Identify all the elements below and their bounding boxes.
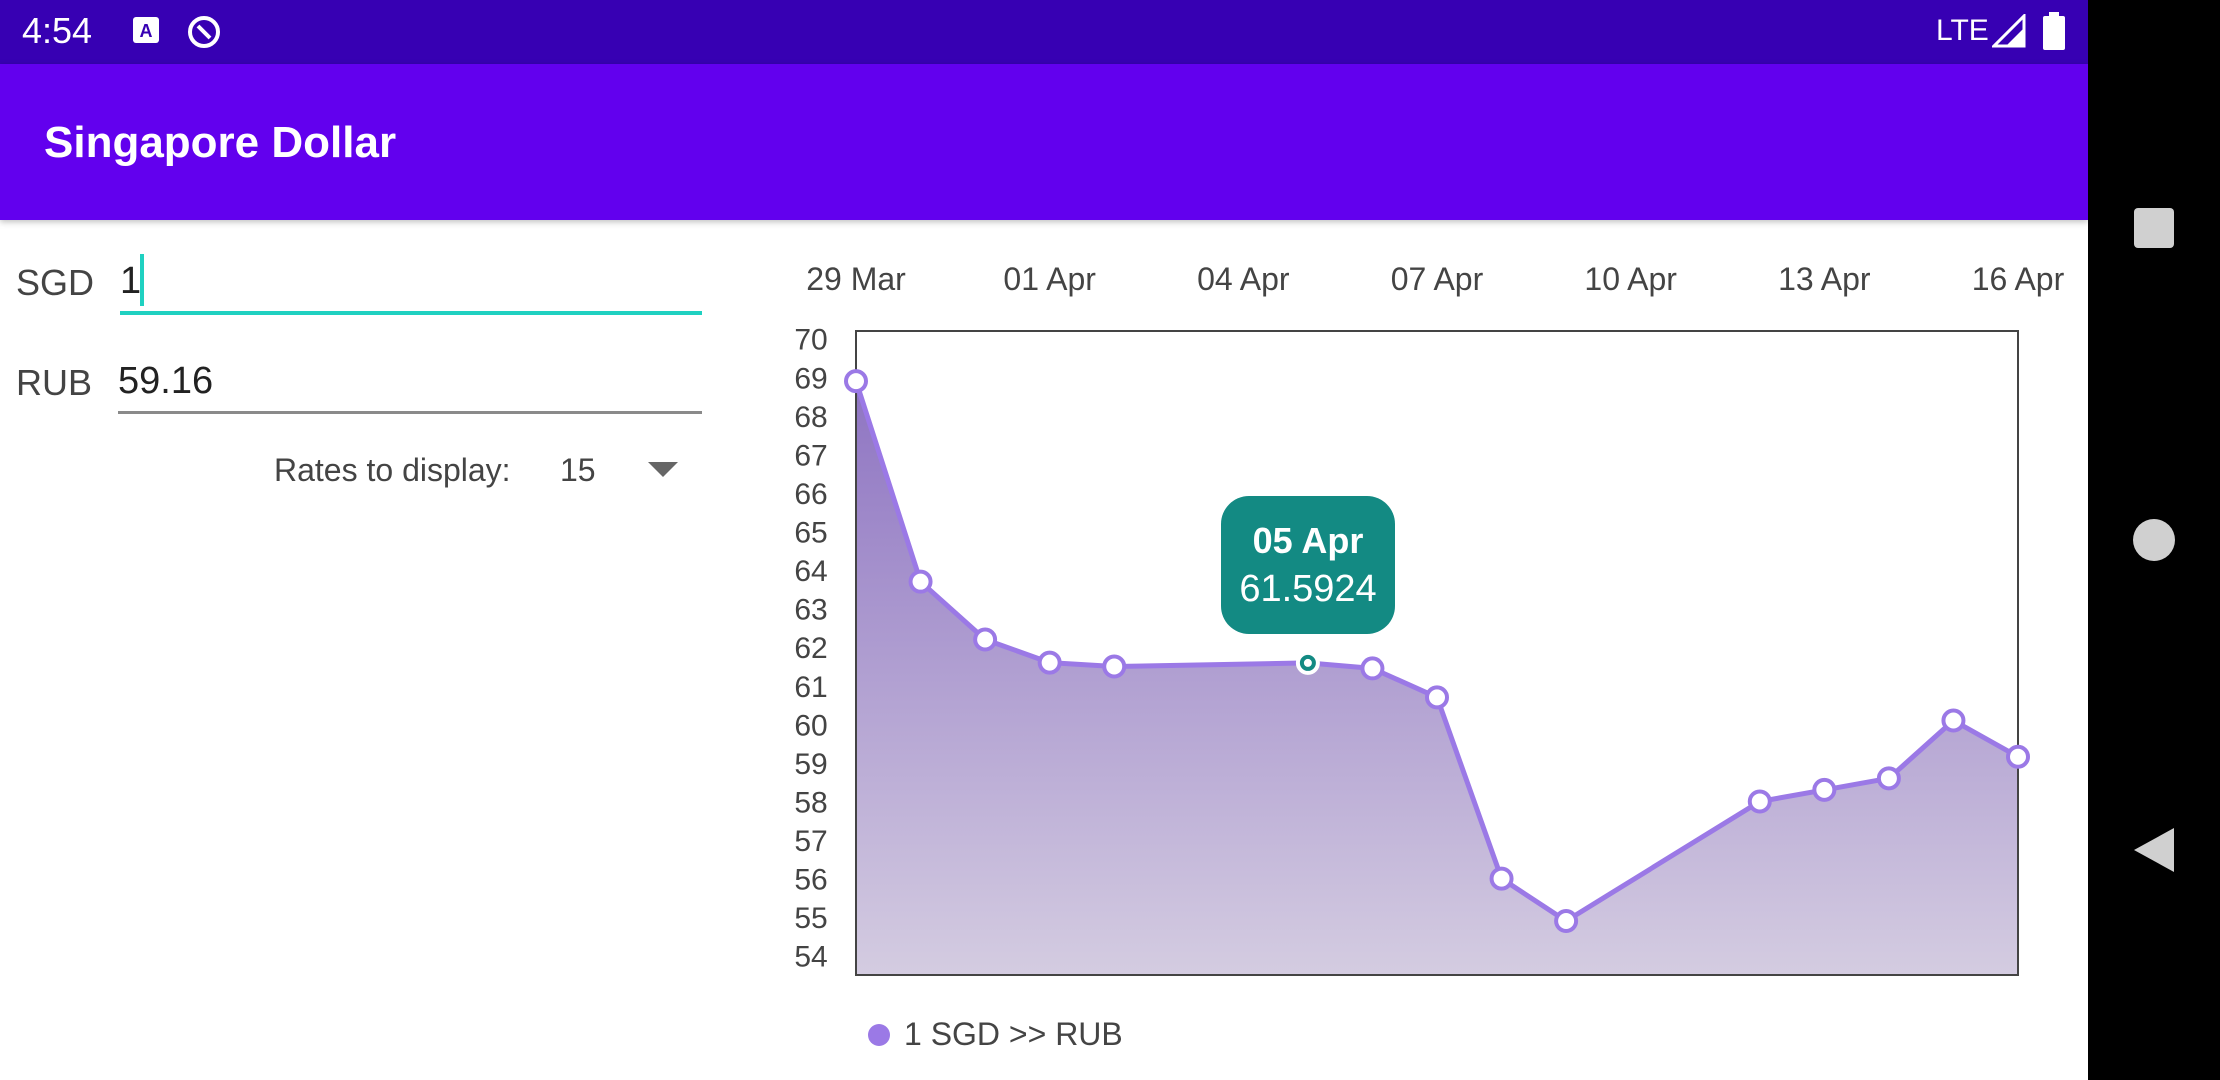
signal-icon (1990, 12, 2026, 53)
sync-icon (186, 14, 222, 55)
y-tick-label: 58 (794, 786, 827, 819)
x-tick-label: 01 Apr (1003, 261, 1096, 297)
data-point[interactable] (1489, 866, 1514, 891)
y-tick-label: 66 (794, 478, 827, 511)
x-tick-label: 04 Apr (1197, 261, 1290, 297)
y-tick-label: 57 (794, 825, 827, 858)
chart-tooltip: 05 Apr 61.5924 (1221, 496, 1395, 634)
navigation-bar (2088, 0, 2220, 1080)
chart-plot-frame (855, 330, 2019, 976)
y-tick-label: 61 (794, 671, 827, 704)
y-tick-label: 64 (794, 555, 827, 588)
legend-dot (868, 1023, 890, 1046)
y-tick-label: 60 (794, 709, 827, 742)
to-currency-label: RUB (16, 362, 93, 403)
triangle-back-icon (2134, 828, 2174, 872)
back-button[interactable] (2088, 810, 2220, 890)
y-tick-label: 56 (794, 864, 827, 897)
data-point[interactable] (973, 627, 998, 652)
x-tick-label: 13 Apr (1778, 261, 1871, 297)
data-point[interactable] (1360, 656, 1385, 681)
status-bar: 4:54 A LTE (0, 0, 2088, 64)
app-title: Singapore Dollar (44, 118, 397, 167)
data-point[interactable] (908, 569, 933, 594)
data-point[interactable] (1876, 766, 1901, 791)
x-tick-label: 16 Apr (1972, 261, 2065, 297)
y-tick-label: 54 (794, 941, 827, 974)
legend-label: 1 SGD >> RUB (904, 1016, 1123, 1052)
tooltip-date: 05 Apr (1252, 520, 1364, 561)
recents-button[interactable] (2088, 188, 2220, 268)
y-tick-label: 59 (794, 748, 827, 781)
data-point[interactable] (2006, 744, 2030, 769)
y-tick-label: 70 (794, 324, 827, 357)
data-point[interactable] (1812, 777, 1837, 802)
tooltip-value: 61.5924 (1239, 568, 1377, 610)
exchange-rate-chart: 29 Mar 01 Apr 04 Apr 07 Apr 10 Apr 13 Apr 16 A… (794, 261, 2065, 976)
y-tick-label: 65 (794, 517, 827, 550)
network-type: LTE (1936, 14, 1989, 47)
to-amount-underline (118, 411, 702, 414)
app-bar: Singapore Dollar (0, 64, 2088, 220)
chart-area-fill (856, 381, 2018, 976)
battery-icon (2042, 12, 2066, 55)
from-currency-label: SGD (16, 262, 95, 303)
x-tick-label: 29 Mar (806, 261, 906, 297)
home-button[interactable] (2088, 500, 2220, 580)
data-point[interactable] (844, 369, 868, 394)
status-time: 4:54 (22, 10, 93, 51)
rates-count-select[interactable]: 15 (560, 452, 596, 488)
y-tick-label: 62 (794, 632, 827, 665)
x-tick-label: 07 Apr (1391, 261, 1484, 297)
to-amount-field[interactable]: 59.16 (118, 360, 214, 402)
data-point[interactable] (1941, 708, 1966, 733)
square-icon (2134, 208, 2174, 248)
from-amount-input[interactable]: 1 (120, 260, 142, 302)
svg-text:A: A (140, 21, 153, 41)
data-point[interactable] (1425, 685, 1449, 710)
y-tick-label: 69 (794, 362, 827, 395)
data-point[interactable] (1102, 654, 1127, 679)
text-cursor (140, 254, 144, 306)
highlighted-point-center (1303, 658, 1312, 667)
y-tick-label: 63 (794, 594, 827, 627)
from-amount-underline (120, 311, 702, 315)
rates-to-display-label: Rates to display: (274, 452, 511, 488)
keyboard-app-icon: A (130, 14, 162, 51)
y-tick-label: 55 (794, 902, 827, 935)
y-tick-label: 67 (794, 439, 827, 472)
data-point[interactable] (1037, 650, 1062, 675)
data-point[interactable] (1747, 789, 1772, 814)
dropdown-arrow-icon[interactable] (648, 462, 678, 483)
y-tick-label: 68 (794, 401, 827, 434)
data-point[interactable] (1554, 909, 1579, 934)
circle-icon (2133, 519, 2175, 561)
x-tick-label: 10 Apr (1584, 261, 1677, 297)
chart-legend: 1 SGD >> RUB (868, 1016, 1123, 1053)
